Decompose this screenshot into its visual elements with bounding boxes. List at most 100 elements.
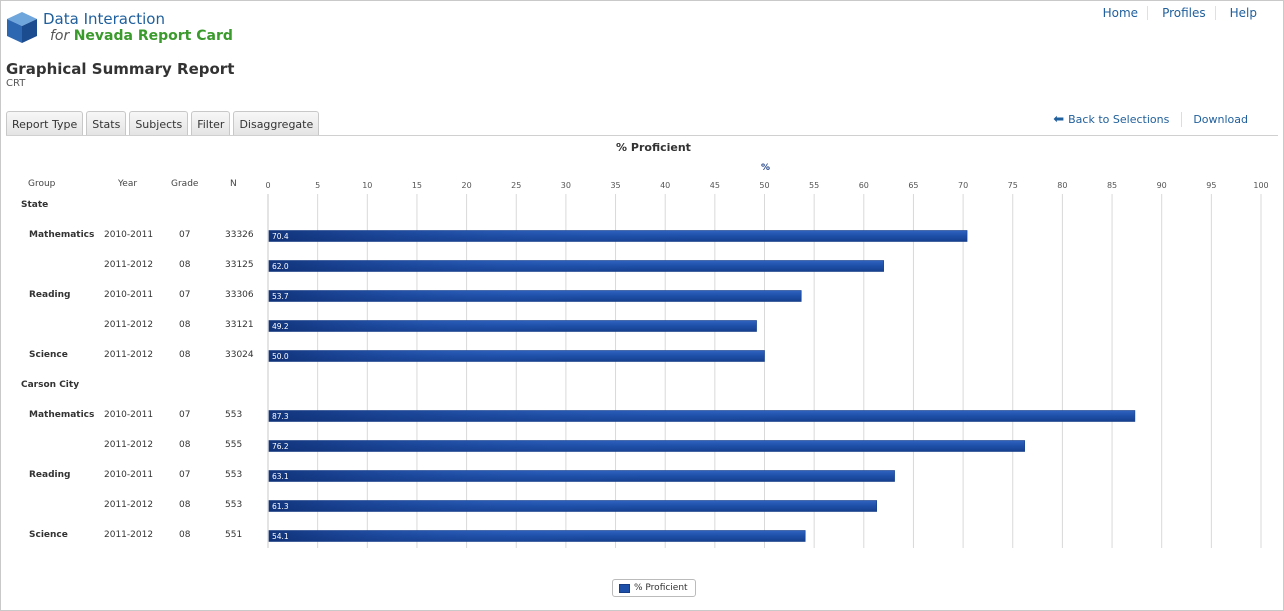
tab-disaggregate[interactable]: Disaggregate (233, 111, 320, 135)
brand-title: Data Interaction (43, 10, 165, 28)
subject-label: Science (29, 530, 68, 540)
nav-home-link[interactable]: Home (1102, 6, 1139, 20)
x-tick-label: 5 (315, 181, 320, 190)
bar-shade (269, 530, 806, 542)
grade-label: 07 (179, 470, 191, 480)
column-header-year: Year (118, 179, 138, 189)
report-actions: ⬅ Back to Selections Download (1053, 112, 1248, 127)
bar-value-label: 87.3 (272, 412, 289, 421)
bar-shade (269, 410, 1135, 422)
nav-help-link[interactable]: Help (1214, 6, 1266, 20)
bar-shade (269, 440, 1025, 452)
x-tick-label: 90 (1157, 181, 1167, 190)
subject-label: Reading (29, 470, 71, 480)
chart-legend[interactable]: % Proficient (612, 579, 696, 597)
grade-label: 08 (179, 320, 191, 330)
back-label: Back to Selections (1068, 113, 1170, 126)
year-label: 2010-2011 (104, 470, 154, 480)
download-link[interactable]: Download (1193, 113, 1248, 126)
tab-report-type[interactable]: Report Type (6, 111, 84, 135)
tabs-divider (6, 135, 1278, 136)
bar-value-label: 53.7 (272, 292, 289, 301)
column-header-grade: Grade (171, 179, 199, 189)
bar-shade (269, 320, 757, 332)
column-header-n: N (230, 179, 237, 189)
arrow-left-icon: ⬅ (1053, 112, 1065, 127)
bar-value-label: 62.0 (272, 262, 289, 271)
bar-value-label: 61.3 (272, 502, 289, 511)
year-label: 2011-2012 (104, 500, 154, 510)
legend-swatch (619, 583, 630, 593)
cube-logo-icon (7, 12, 37, 43)
year-label: 2011-2012 (104, 440, 154, 450)
grade-label: 08 (179, 350, 191, 360)
x-tick-label: 0 (265, 181, 270, 190)
x-tick-label: 60 (859, 181, 869, 190)
bar-shade (269, 230, 968, 242)
page-subtitle: CRT (6, 78, 26, 89)
n-label: 553 (225, 470, 243, 480)
x-tick-label: 80 (1057, 181, 1067, 190)
bar-value-label: 70.4 (272, 232, 289, 241)
tab-stats[interactable]: Stats (86, 111, 127, 135)
bar-shade (269, 470, 895, 482)
x-tick-label: 55 (809, 181, 819, 190)
report-tabs: Report Type Stats Subjects Filter Disagg… (6, 111, 322, 135)
x-tick-label: 100 (1253, 181, 1268, 190)
chart-area: % Proficient % Group Year Grade N 0 5 10 15… (6, 136, 1274, 606)
x-tick-label: 40 (660, 181, 670, 190)
nav-profiles-link[interactable]: Profiles (1147, 6, 1215, 20)
page-title: Graphical Summary Report (6, 60, 235, 78)
bar-chart-svg: 0 5 10 15 20 25 30 35 40 45 50 55 60 65 70 75 80 85 90 95 10… (265, 181, 1269, 548)
subject-label: Mathematics (29, 230, 95, 240)
grade-label: 07 (179, 230, 191, 240)
year-label: 2010-2011 (104, 230, 154, 240)
brand-nevada: Nevada Report Card (73, 28, 233, 44)
tab-subjects[interactable]: Subjects (129, 111, 189, 135)
year-label: 2011-2012 (104, 260, 154, 270)
brand-subtitle: for Nevada Report Card (50, 28, 233, 44)
x-tick-label: 30 (561, 181, 571, 190)
x-tick-label: 20 (462, 181, 472, 190)
grade-label: 08 (179, 500, 191, 510)
n-label: 33121 (225, 320, 254, 330)
subject-label: Mathematics (29, 410, 95, 420)
tab-filter[interactable]: Filter (191, 111, 231, 135)
n-label: 33306 (225, 290, 254, 300)
grade-label: 07 (179, 410, 191, 420)
n-label: 551 (225, 530, 243, 540)
n-label: 33326 (225, 230, 254, 240)
legend-label: % Proficient (634, 583, 688, 593)
x-tick-label: 50 (759, 181, 769, 190)
bar-shade (269, 350, 765, 362)
back-to-selections-link[interactable]: ⬅ Back to Selections (1053, 112, 1183, 127)
bar-value-label: 63.1 (272, 472, 289, 481)
x-tick-label: 95 (1206, 181, 1216, 190)
bar-shade (269, 260, 884, 272)
n-label: 33024 (225, 350, 254, 360)
bar-value-label: 49.2 (272, 322, 289, 331)
x-tick-label: 45 (710, 181, 720, 190)
x-tick-label: 70 (958, 181, 968, 190)
grade-label: 08 (179, 440, 191, 450)
subject-label: Science (29, 350, 68, 360)
x-tick-label: 85 (1107, 181, 1117, 190)
top-nav: Home Profiles Help (1089, 6, 1266, 20)
x-axis-title: % (761, 163, 771, 173)
x-tick-label: 15 (412, 181, 422, 190)
bar-shade (269, 500, 877, 512)
grade-label: 08 (179, 260, 191, 270)
grade-label: 08 (179, 530, 191, 540)
n-label: 555 (225, 440, 243, 450)
column-header-group: Group (28, 179, 56, 189)
year-label: 2011-2012 (104, 530, 154, 540)
bar-value-label: 50.0 (272, 352, 289, 361)
group-label: Carson City (21, 380, 80, 390)
n-label: 33125 (225, 260, 254, 270)
year-label: 2011-2012 (104, 320, 154, 330)
bar-value-label: 76.2 (272, 442, 289, 451)
year-label: 2011-2012 (104, 350, 154, 360)
n-label: 553 (225, 500, 243, 510)
year-label: 2010-2011 (104, 410, 154, 420)
bar-shade (269, 290, 802, 302)
